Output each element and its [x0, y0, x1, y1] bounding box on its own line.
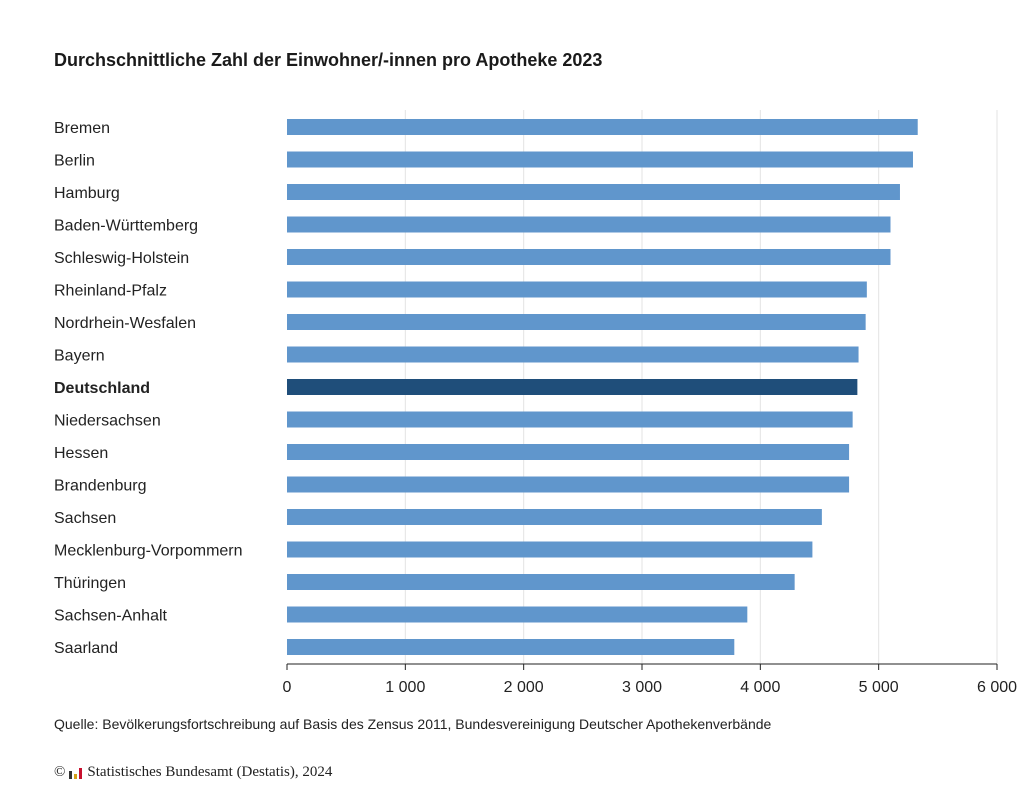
- category-label: Mecklenburg-Vorpommern: [54, 543, 243, 560]
- category-label: Hessen: [54, 445, 108, 462]
- bar: [287, 184, 900, 200]
- x-tick-label: 4 000: [740, 679, 780, 696]
- bar: [287, 444, 850, 460]
- copyright-symbol: ©: [54, 764, 66, 780]
- bar: [287, 249, 891, 265]
- category-label: Bremen: [54, 120, 110, 137]
- bar: [287, 476, 850, 493]
- category-label: Thüringen: [54, 575, 126, 592]
- bar: [287, 151, 913, 168]
- category-label: Berlin: [54, 153, 95, 170]
- bar: [287, 314, 866, 330]
- category-label: Brandenburg: [54, 478, 147, 495]
- x-tick-label: 2 000: [504, 679, 544, 696]
- bar: [287, 216, 891, 233]
- bar: [287, 411, 853, 428]
- category-label: Bayern: [54, 348, 105, 365]
- category-label: Rheinland-Pfalz: [54, 283, 167, 300]
- category-label: Niedersachsen: [54, 413, 161, 430]
- bar: [287, 639, 735, 655]
- category-label: Sachsen: [54, 510, 116, 527]
- category-label: Deutschland: [54, 380, 150, 397]
- x-tick-label: 0: [283, 679, 292, 696]
- x-tick-label: 3 000: [622, 679, 662, 696]
- category-labels: Bremen Berlin Hamburg Baden-Württemberg Schl…: [54, 120, 243, 657]
- bar: [287, 574, 795, 590]
- destatis-logo-icon: [69, 767, 83, 779]
- category-label: Baden-Württemberg: [54, 218, 198, 235]
- category-label: Schleswig-Holstein: [54, 250, 189, 267]
- bar: [287, 541, 813, 558]
- bar: [287, 281, 867, 298]
- copyright-line: © Statistisches Bundesamt (Destatis), 20…: [54, 764, 332, 781]
- x-tick-label: 1 000: [385, 679, 425, 696]
- bar: [287, 119, 918, 135]
- bar: [287, 346, 859, 363]
- category-label: Sachsen-Anhalt: [54, 608, 168, 625]
- bar: [287, 509, 822, 525]
- bars: [287, 119, 918, 655]
- x-axis: 0 1 000 2 000 3 000 4 000 5 000 6 000: [283, 663, 1017, 696]
- x-tick-label: 6 000: [977, 679, 1017, 696]
- source-note: Quelle: Bevölkerungsfortschreibung auf B…: [54, 716, 772, 732]
- copyright-text: Statistisches Bundesamt (Destatis), 2024: [87, 764, 333, 780]
- chart-title: Durchschnittliche Zahl der Einwohner/-in…: [54, 50, 603, 70]
- category-label: Saarland: [54, 640, 118, 657]
- category-label: Nordrhein-Wesfalen: [54, 315, 196, 332]
- category-label: Hamburg: [54, 185, 120, 202]
- bar-highlight: [287, 379, 858, 395]
- x-tick-label: 5 000: [859, 679, 899, 696]
- bar: [287, 606, 748, 623]
